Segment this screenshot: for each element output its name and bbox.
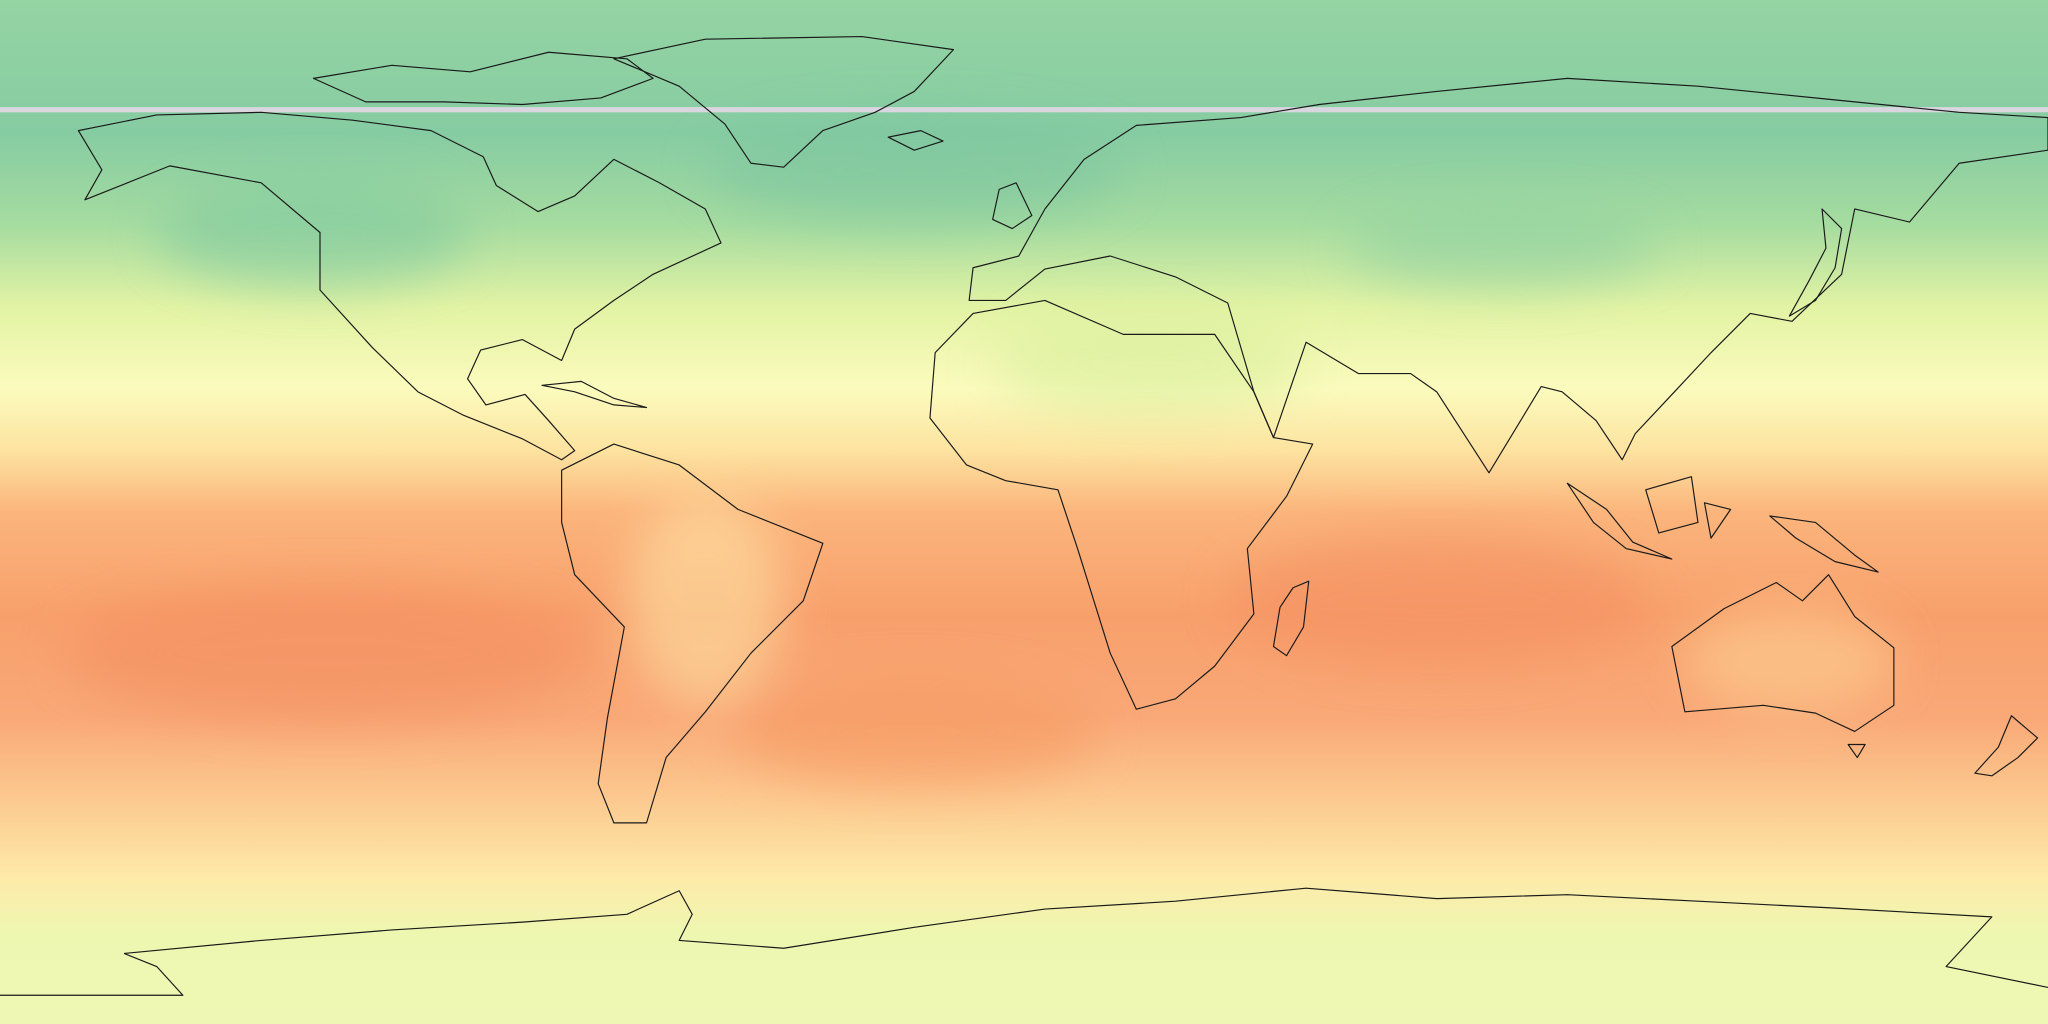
land-patch <box>992 313 1307 418</box>
warm-patch <box>65 587 588 719</box>
land-patch <box>1684 607 1894 712</box>
british-isles <box>992 182 1033 230</box>
south-america <box>561 443 824 824</box>
new-zealand <box>1974 715 2039 777</box>
field-variation <box>65 117 1894 784</box>
cool-patch <box>705 117 1124 223</box>
greenland <box>613 35 955 168</box>
tasmania <box>1847 743 1866 759</box>
antarctica <box>0 887 2048 996</box>
japan <box>1788 208 1843 317</box>
arctic-islands <box>312 51 654 106</box>
madagascar <box>1272 580 1310 657</box>
caribbean <box>541 380 648 409</box>
cool-patch <box>1345 208 1659 288</box>
coastlines <box>0 35 2048 996</box>
iceland <box>887 130 944 151</box>
north-america <box>77 111 722 461</box>
data-seam <box>0 107 2048 113</box>
new-guinea <box>1769 515 1879 573</box>
africa <box>929 299 1314 710</box>
cool-patch <box>156 182 471 288</box>
warm-patch <box>731 679 1098 784</box>
warm-patch <box>1227 535 1646 667</box>
australia <box>1671 574 1895 733</box>
eurasia <box>968 77 2048 474</box>
land-patch <box>626 496 784 706</box>
indonesia <box>1566 476 1732 560</box>
